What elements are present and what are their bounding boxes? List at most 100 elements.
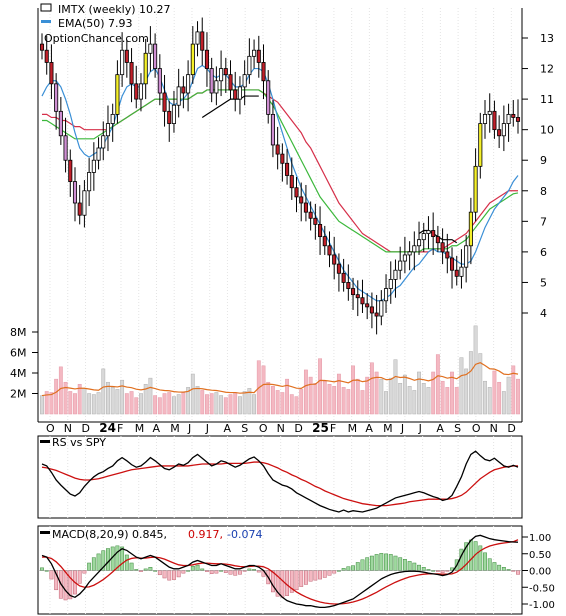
- volume-bar: [402, 374, 407, 415]
- month-label: O: [472, 422, 481, 435]
- candle-body: [176, 86, 181, 106]
- ema-mid-line: [42, 89, 519, 253]
- macd-histogram-bar: [87, 562, 92, 571]
- macd-histogram-bar: [468, 539, 473, 571]
- volume-bar: [214, 392, 219, 415]
- candle-body: [186, 74, 191, 94]
- month-label: S: [241, 422, 248, 435]
- price-tick-label: 12: [540, 63, 554, 76]
- candle-body: [223, 68, 228, 76]
- volume-bar: [40, 395, 44, 415]
- candle-body: [478, 123, 483, 167]
- macd-tick-label: 1.00: [529, 533, 551, 544]
- volume-bar: [435, 354, 440, 415]
- month-label: M: [383, 422, 393, 435]
- candle-body: [285, 162, 290, 176]
- volume-bar: [58, 366, 63, 415]
- price-tick-label: 5: [540, 276, 547, 289]
- volume-bar: [233, 392, 238, 415]
- volume-bar: [91, 394, 96, 415]
- month-label: 25: [312, 421, 329, 435]
- candle-body: [58, 110, 63, 137]
- price-tick-label: 13: [540, 32, 554, 45]
- price-tick-label: 11: [540, 93, 554, 106]
- volume-bar: [195, 386, 200, 415]
- moving-average-lines: [41, 64, 519, 302]
- macd-histogram-bar: [303, 570, 308, 585]
- candle-body: [91, 159, 96, 173]
- volume-bar: [299, 389, 304, 415]
- volume-bar: [421, 383, 426, 415]
- candle-body: [303, 202, 308, 213]
- macd-histogram-bar: [96, 553, 101, 571]
- volume-tick-label: 6M: [10, 347, 27, 360]
- candle-body: [49, 62, 54, 85]
- candle-body: [482, 113, 488, 124]
- rs-panel-title: RS vs SPY: [52, 436, 106, 449]
- candle-body: [120, 49, 125, 76]
- volume-bar: [143, 384, 148, 415]
- candle-body: [214, 80, 219, 94]
- macd-histogram-bar: [167, 570, 172, 581]
- candle-body: [162, 92, 167, 112]
- volume-bar: [511, 365, 516, 415]
- volume-bar: [148, 377, 153, 415]
- candle-body: [492, 110, 497, 131]
- volume-bar: [209, 393, 214, 415]
- volume-bar: [200, 390, 205, 415]
- candlesticks: [39, 17, 521, 335]
- volume-bar: [308, 376, 313, 415]
- rs-average-line: [41, 461, 518, 507]
- volume-bar: [417, 371, 421, 415]
- ema-short-line: [41, 64, 519, 302]
- volume-bar: [223, 397, 228, 415]
- volume-bar: [440, 380, 445, 415]
- macd-histogram-bar: [228, 570, 233, 575]
- month-axis-labels: O N D 24 F M A M J J A S O N D 25 F M A M J J A S O N D: [46, 421, 516, 435]
- candle-body: [379, 300, 384, 317]
- macd-histogram-bar: [412, 562, 417, 571]
- macd-histogram-bar: [388, 554, 393, 571]
- candle-body: [157, 68, 162, 94]
- macd-panel-title: MACD(8,20,9) 0.845,: [52, 528, 167, 541]
- macd-histogram-bar: [209, 570, 214, 574]
- volume-bar: [483, 380, 487, 415]
- macd-histogram-bar: [483, 552, 487, 571]
- volume-bar: [190, 373, 195, 415]
- volume-bar: [87, 393, 92, 415]
- volume-bar: [327, 384, 332, 415]
- candle-body: [190, 43, 195, 76]
- volume-bar: [407, 386, 412, 415]
- candle-body: [63, 135, 68, 161]
- macd-histogram-bar: [313, 570, 318, 581]
- price-tick-label: 7: [540, 215, 547, 228]
- candle-body: [96, 147, 101, 161]
- macd-histogram-bar: [181, 570, 186, 574]
- candle-body: [355, 294, 360, 299]
- volume-bar: [450, 371, 454, 415]
- candle-body: [72, 181, 78, 204]
- price-tick-label: 6: [540, 246, 547, 259]
- month-label: J: [205, 422, 209, 435]
- month-label: N: [64, 422, 72, 435]
- candle-body: [77, 202, 82, 216]
- candle-body: [426, 230, 431, 234]
- price-axis-ticks: 13 12 11 10 9 8 7 6 5 4: [522, 32, 554, 320]
- volume-bar: [336, 373, 341, 415]
- macd-histogram-bar: [332, 570, 337, 574]
- volume-bar: [44, 391, 49, 415]
- macd-histogram-bar: [421, 567, 426, 571]
- month-label: D: [294, 422, 302, 435]
- candle-body: [219, 68, 224, 82]
- month-label: D: [507, 422, 515, 435]
- candle-body: [44, 49, 49, 63]
- macd-histogram-bar: [40, 567, 44, 571]
- candle-body: [266, 80, 271, 115]
- volume-bar: [63, 381, 68, 415]
- month-label: N: [277, 422, 285, 435]
- candle-body: [346, 282, 351, 289]
- candle-body: [351, 288, 356, 296]
- candle-body: [431, 230, 436, 238]
- volume-average-line: [41, 362, 519, 397]
- month-label: F: [117, 422, 123, 435]
